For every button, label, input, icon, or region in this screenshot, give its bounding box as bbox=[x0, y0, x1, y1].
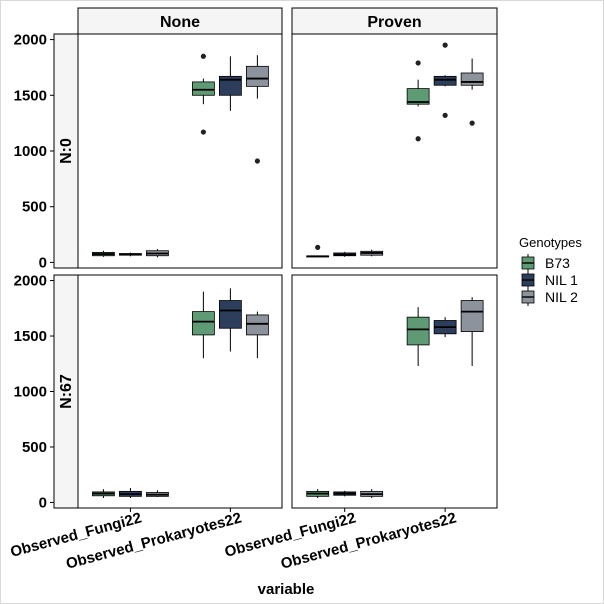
box-body bbox=[460, 72, 484, 86]
box-nil-1 bbox=[119, 488, 142, 499]
box-nil-2 bbox=[460, 58, 484, 126]
box-nil-1 bbox=[218, 56, 242, 111]
panel-none-row-2 bbox=[77, 274, 283, 509]
facet-strip-row-2 bbox=[53, 274, 79, 509]
y-tick-label: 1000 bbox=[14, 384, 47, 401]
box-b73 bbox=[191, 291, 215, 359]
box-body bbox=[218, 300, 242, 329]
box-body bbox=[406, 316, 430, 346]
box-b73 bbox=[306, 489, 330, 499]
facet-strip-none bbox=[77, 7, 283, 35]
facet-strip-proven bbox=[291, 7, 498, 35]
box-nil-1 bbox=[433, 42, 457, 118]
outlier-point bbox=[415, 136, 421, 142]
box-body bbox=[245, 314, 269, 336]
box-b73 bbox=[191, 53, 215, 135]
panel-none-row-1 bbox=[77, 33, 283, 269]
y-tick-label: 0 bbox=[39, 494, 47, 511]
panel-proven-row-1 bbox=[291, 33, 498, 269]
facet-label-row-2: N:67 bbox=[58, 374, 75, 409]
box-nil-2 bbox=[460, 297, 484, 366]
y-tick-label: 0 bbox=[39, 254, 47, 271]
y-axis-layer: 0 500 1000 1500 2000 0 500 1000 1500 2000 bbox=[14, 32, 54, 511]
legend-key-nil-2: NIL 2 bbox=[521, 288, 578, 306]
box-nil-2 bbox=[360, 489, 384, 499]
box-b73 bbox=[406, 60, 430, 142]
panel-frame bbox=[291, 33, 498, 269]
facet-label-row-1: N:0 bbox=[58, 138, 75, 164]
outlier-point bbox=[200, 53, 206, 59]
legend-label: NIL 1 bbox=[545, 272, 578, 288]
box-nil-2 bbox=[360, 249, 384, 257]
box-body bbox=[460, 300, 484, 332]
panels-layer: None Proven N:0 N:67 bbox=[53, 7, 498, 509]
box-nil-2 bbox=[245, 311, 269, 359]
box-nil-1 bbox=[433, 317, 457, 338]
box-b73 bbox=[92, 250, 115, 257]
outlier-point bbox=[415, 60, 421, 66]
facet-label-none: None bbox=[160, 14, 200, 31]
y-tick-label: 500 bbox=[22, 199, 47, 216]
legend-title: Genotypes bbox=[519, 235, 582, 250]
outlier-point bbox=[469, 120, 475, 126]
box-nil-1 bbox=[119, 252, 142, 257]
outlier-point bbox=[442, 42, 448, 48]
x-axis-title: variable bbox=[258, 581, 315, 598]
box-nil-1 bbox=[333, 251, 357, 257]
box-nil-2 bbox=[245, 55, 269, 164]
box-nil-1 bbox=[218, 288, 242, 352]
facet-label-proven: Proven bbox=[367, 14, 421, 31]
outlier-point bbox=[315, 244, 321, 250]
box-nil-2 bbox=[146, 249, 169, 258]
box-b73 bbox=[406, 307, 430, 366]
box-body bbox=[406, 88, 430, 105]
legend-key-nil-1: NIL 1 bbox=[521, 271, 578, 289]
panel-proven-row-2 bbox=[291, 274, 498, 509]
box-body bbox=[245, 65, 269, 87]
y-tick-label: 2000 bbox=[14, 273, 47, 290]
box-nil-1 bbox=[333, 490, 357, 497]
outlier-point bbox=[254, 158, 260, 164]
y-tick-label: 500 bbox=[22, 439, 47, 456]
legend-label: NIL 2 bbox=[545, 289, 578, 305]
outlier-point bbox=[200, 129, 206, 135]
legend-label: B73 bbox=[545, 255, 570, 271]
box-b73 bbox=[306, 244, 330, 258]
y-tick-label: 1500 bbox=[14, 87, 47, 104]
outlier-point bbox=[442, 112, 448, 118]
box-nil-2 bbox=[146, 490, 169, 497]
y-tick-label: 2000 bbox=[14, 32, 47, 49]
box-b73 bbox=[92, 489, 115, 499]
box-body bbox=[191, 311, 215, 336]
panel-frame bbox=[77, 274, 283, 509]
box-body bbox=[433, 75, 457, 86]
y-tick-label: 1500 bbox=[14, 328, 47, 345]
box-body bbox=[218, 75, 242, 96]
box-body bbox=[191, 81, 215, 96]
y-tick-label: 1000 bbox=[14, 143, 47, 160]
legend-key-b73: B73 bbox=[521, 254, 570, 272]
